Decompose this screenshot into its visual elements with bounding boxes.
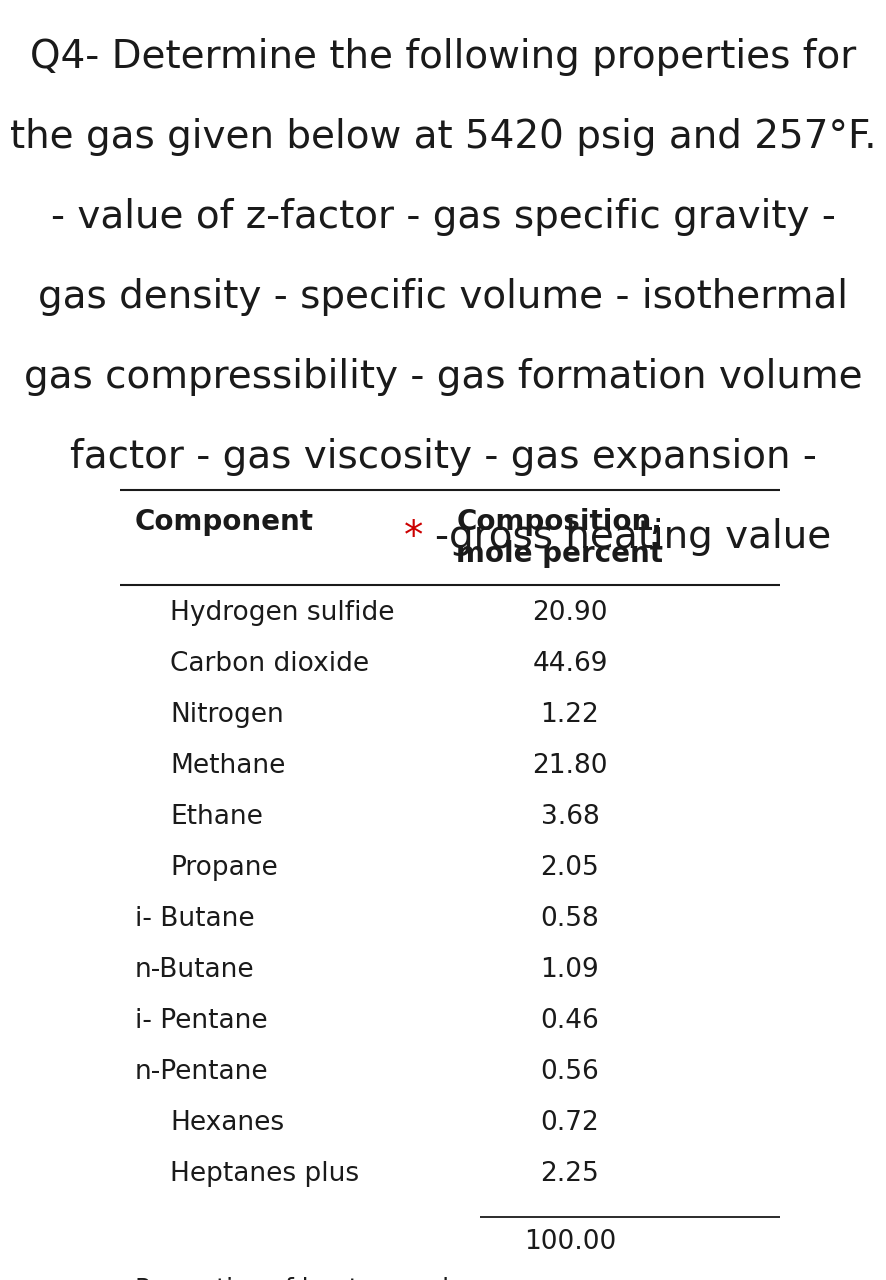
Text: n-Pentane: n-Pentane xyxy=(135,1059,268,1085)
Text: Nitrogen: Nitrogen xyxy=(170,701,284,728)
Text: 3.68: 3.68 xyxy=(540,804,599,829)
Text: Carbon dioxide: Carbon dioxide xyxy=(170,652,369,677)
Text: factor - gas viscosity - gas expansion -: factor - gas viscosity - gas expansion - xyxy=(70,438,816,476)
Text: i- Pentane: i- Pentane xyxy=(135,1009,268,1034)
Text: the gas given below at 5420 psig and 257°F.: the gas given below at 5420 psig and 257… xyxy=(10,118,876,156)
Text: 21.80: 21.80 xyxy=(532,753,607,780)
Text: 20.90: 20.90 xyxy=(532,600,607,626)
Text: Hexanes: Hexanes xyxy=(170,1110,284,1137)
Text: 100.00: 100.00 xyxy=(524,1229,616,1254)
Text: Properties of heptanes plus: Properties of heptanes plus xyxy=(135,1277,478,1280)
Text: 1.22: 1.22 xyxy=(540,701,599,728)
Text: 44.69: 44.69 xyxy=(532,652,607,677)
Text: Ethane: Ethane xyxy=(170,804,262,829)
Text: - value of z-factor - gas specific gravity -: - value of z-factor - gas specific gravi… xyxy=(51,198,835,236)
Text: Heptanes plus: Heptanes plus xyxy=(170,1161,359,1187)
Text: gas density - specific volume - isothermal: gas density - specific volume - isotherm… xyxy=(38,278,848,316)
Text: 2.25: 2.25 xyxy=(540,1161,599,1187)
Text: gas compressibility - gas formation volume: gas compressibility - gas formation volu… xyxy=(24,358,862,396)
Text: 2.05: 2.05 xyxy=(540,855,599,881)
Text: -gross heating value: -gross heating value xyxy=(435,518,831,556)
Text: Q4- Determine the following properties for: Q4- Determine the following properties f… xyxy=(30,38,856,76)
Text: n-Butane: n-Butane xyxy=(135,957,254,983)
Text: *: * xyxy=(403,518,435,556)
Text: i- Butane: i- Butane xyxy=(135,906,254,932)
Text: Methane: Methane xyxy=(170,753,285,780)
Text: Component: Component xyxy=(135,508,314,536)
Text: 0.46: 0.46 xyxy=(540,1009,599,1034)
Text: 1.09: 1.09 xyxy=(540,957,599,983)
Text: mole percent: mole percent xyxy=(456,540,663,568)
Text: Hydrogen sulfide: Hydrogen sulfide xyxy=(170,600,394,626)
Text: 0.72: 0.72 xyxy=(540,1110,599,1137)
Text: Composition,: Composition, xyxy=(456,508,662,536)
Text: 0.56: 0.56 xyxy=(540,1059,599,1085)
Text: Propane: Propane xyxy=(170,855,277,881)
Text: 0.58: 0.58 xyxy=(540,906,599,932)
